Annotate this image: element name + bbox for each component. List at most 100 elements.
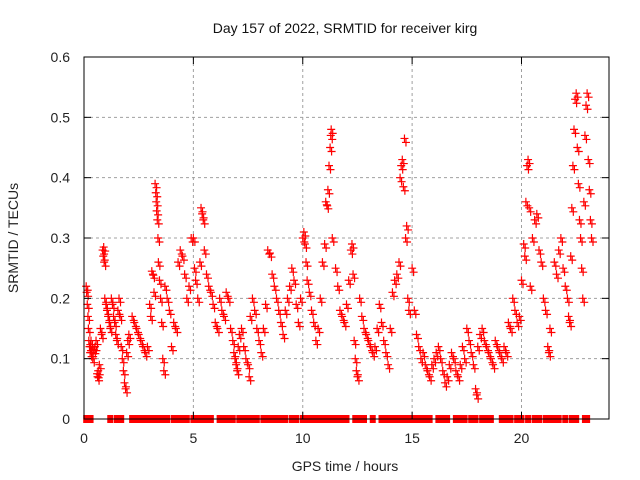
data-point xyxy=(284,298,293,307)
data-point xyxy=(112,336,121,345)
data-point xyxy=(200,219,209,228)
data-point xyxy=(383,352,392,361)
data-point xyxy=(472,390,481,399)
data-point xyxy=(118,354,127,363)
data-point xyxy=(163,294,172,303)
data-point xyxy=(110,318,119,327)
y-tick-label: 0.6 xyxy=(51,49,71,65)
data-point xyxy=(120,370,129,379)
x-tick-label: 20 xyxy=(514,430,530,446)
data-point xyxy=(564,312,573,321)
data-point xyxy=(307,306,316,315)
data-point xyxy=(155,238,164,246)
data-point xyxy=(497,354,506,363)
data-point xyxy=(176,246,185,255)
data-point xyxy=(185,282,193,291)
x-tick-label: 5 xyxy=(189,430,197,446)
data-point xyxy=(489,360,498,369)
data-point xyxy=(136,336,145,345)
data-point xyxy=(304,280,313,289)
data-point xyxy=(551,262,560,271)
data-point xyxy=(491,336,500,345)
data-point xyxy=(236,334,245,343)
data-point xyxy=(571,129,580,138)
data-point xyxy=(429,364,438,373)
data-point xyxy=(208,292,217,301)
y-tick-label: 0.3 xyxy=(51,230,71,246)
data-point xyxy=(314,324,323,333)
data-point xyxy=(327,125,336,134)
data-point xyxy=(587,234,596,242)
data-point xyxy=(228,336,237,345)
data-point xyxy=(301,231,310,240)
data-point xyxy=(150,274,159,283)
data-point xyxy=(357,312,366,321)
data-point xyxy=(572,99,581,108)
data-point xyxy=(392,280,401,289)
data-point xyxy=(287,286,296,295)
data-point xyxy=(508,294,517,303)
data-point xyxy=(478,324,487,333)
data-point xyxy=(255,336,263,345)
data-point xyxy=(414,342,423,351)
data-point xyxy=(329,238,338,246)
data-point xyxy=(409,268,418,277)
data-point xyxy=(539,294,548,303)
data-point xyxy=(569,207,578,216)
data-point xyxy=(193,294,202,303)
data-point xyxy=(443,372,452,381)
data-point xyxy=(387,328,396,337)
data-point xyxy=(130,318,139,327)
data-point xyxy=(374,328,383,337)
data-point xyxy=(285,282,294,291)
data-point xyxy=(226,324,235,333)
data-point xyxy=(331,264,340,273)
data-point xyxy=(95,370,104,379)
data-point xyxy=(124,352,133,361)
data-point xyxy=(394,274,403,283)
data-point xyxy=(191,276,200,285)
data-point xyxy=(519,240,528,249)
data-point xyxy=(131,322,140,331)
data-point xyxy=(224,294,233,303)
data-point xyxy=(506,324,515,333)
data-point xyxy=(84,324,93,333)
data-point xyxy=(510,298,519,307)
data-point xyxy=(410,306,419,315)
data-point xyxy=(259,324,268,333)
data-point xyxy=(567,203,576,212)
data-point xyxy=(204,274,212,283)
x-tick-label: 15 xyxy=(404,430,420,446)
data-point xyxy=(279,330,288,339)
data-point xyxy=(504,318,513,327)
data-point xyxy=(376,304,385,313)
data-point xyxy=(384,360,393,369)
data-point xyxy=(201,250,210,259)
data-point xyxy=(189,234,198,242)
data-point xyxy=(209,300,218,309)
data-point xyxy=(524,165,533,174)
data-point xyxy=(221,316,230,325)
data-point xyxy=(320,240,329,249)
data-point xyxy=(389,292,398,301)
data-point xyxy=(171,322,180,331)
data-point xyxy=(396,262,405,271)
data-point xyxy=(423,366,432,375)
data-point xyxy=(469,360,478,369)
data-point xyxy=(244,360,253,369)
data-point xyxy=(274,298,282,307)
data-point xyxy=(447,348,456,357)
data-point xyxy=(195,298,204,307)
data-point xyxy=(338,312,347,321)
data-point xyxy=(424,370,433,379)
data-point xyxy=(162,286,171,295)
data-point xyxy=(159,322,168,331)
data-point xyxy=(309,318,318,327)
data-point xyxy=(154,258,163,267)
data-point xyxy=(561,282,570,291)
data-point xyxy=(351,354,360,363)
data-point xyxy=(390,276,399,285)
data-point xyxy=(245,372,254,381)
data-point xyxy=(153,215,162,224)
data-point xyxy=(152,197,161,206)
